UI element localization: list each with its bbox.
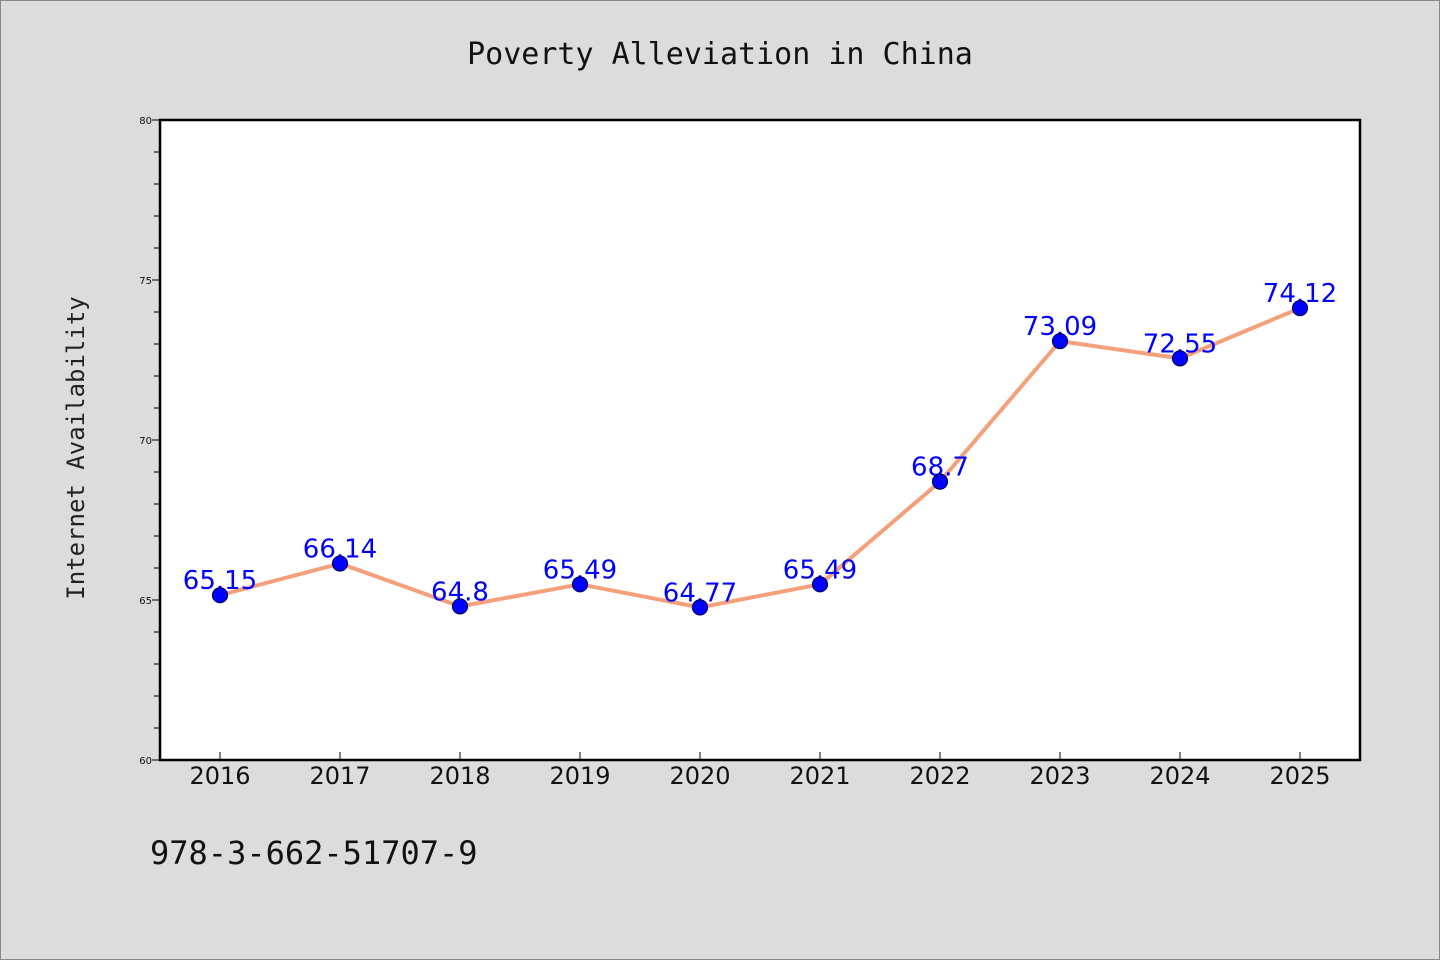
x-axis: 2016 2017 2018 2019 2020 2021 2022 2023 2024 2025 — [189, 752, 1331, 790]
data-point — [1171, 350, 1189, 367]
x-tick-label: 2019 — [549, 762, 610, 790]
x-tick-label: 2018 — [429, 762, 490, 790]
y-tick-label: 65 — [139, 596, 152, 607]
data-point — [1291, 300, 1309, 317]
y-axis: 60 65 70 75 80 — [139, 116, 160, 767]
y-tick-label: 60 — [139, 756, 152, 767]
chart-title: Poverty Alleviation in China — [467, 37, 973, 72]
data-point — [211, 587, 229, 604]
y-tick-label: 75 — [139, 276, 152, 287]
data-point — [451, 598, 469, 615]
x-tick-label: 2025 — [1269, 762, 1330, 790]
y-tick-label: 80 — [139, 116, 152, 127]
series: 65.1566.1464.865.4964.7765.4968.773.0972… — [183, 279, 1337, 616]
x-tick-label: 2016 — [189, 762, 250, 790]
x-tick-label: 2022 — [909, 762, 970, 790]
x-tick-label: 2017 — [309, 762, 370, 790]
data-point — [1051, 333, 1069, 350]
data-point — [691, 599, 709, 616]
x-tick-label: 2024 — [1149, 762, 1210, 790]
y-tick-label: 70 — [139, 436, 152, 447]
series-line — [218, 306, 1302, 610]
data-point — [571, 576, 589, 593]
plot-area — [158, 118, 1362, 762]
x-tick-label: 2023 — [1029, 762, 1090, 790]
data-point — [811, 576, 829, 593]
footer-code: 978-3-662-51707-9 — [150, 834, 478, 872]
data-point — [931, 473, 949, 490]
y-axis-label: Internet Availability — [62, 296, 90, 599]
data-point — [331, 555, 349, 572]
x-tick-label: 2020 — [669, 762, 730, 790]
x-tick-label: 2021 — [789, 762, 850, 790]
